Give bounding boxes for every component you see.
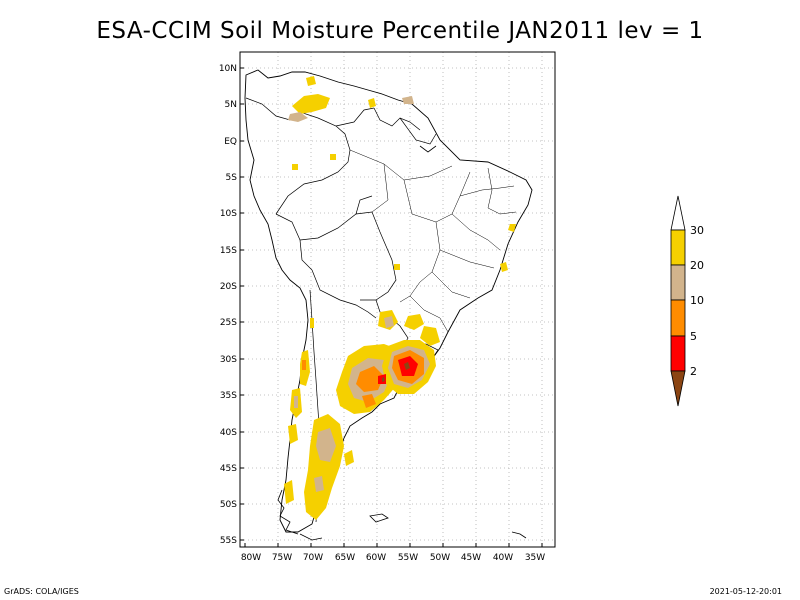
colorbar-label: 10 xyxy=(690,294,704,307)
state-borders xyxy=(349,149,517,333)
longitude-labels: 80W 75W 70W 65W 60W 55W 50W 45W 40W 35W xyxy=(241,553,545,563)
colorbar-segment-2-5 xyxy=(670,335,686,372)
lat-tick-label: 25S xyxy=(220,318,237,328)
lat-tick-label: 55S xyxy=(220,536,237,546)
colorbar-top-arrow xyxy=(670,195,686,231)
lat-tick-label: 40S xyxy=(220,428,237,438)
south-america-coastline xyxy=(244,69,533,533)
lat-tick-label: 30S xyxy=(220,355,237,365)
colorbar-segment-5-10 xyxy=(670,299,686,337)
lon-tick-label: 80W xyxy=(241,553,261,563)
colorbar-label: 2 xyxy=(690,365,697,378)
lon-tick-label: 35W xyxy=(525,553,545,563)
lon-tick-label: 40W xyxy=(493,553,513,563)
map-grid xyxy=(240,52,555,547)
lat-tick-label: 5N xyxy=(225,100,237,110)
lon-tick-label: 70W xyxy=(303,553,323,563)
lon-tick-label: 45W xyxy=(461,553,481,563)
colorbar xyxy=(670,195,686,407)
colorbar-segment-10-20 xyxy=(670,264,686,301)
colorbar-bottom-arrow xyxy=(670,370,686,407)
colorbar-segment-20-30 xyxy=(670,229,686,266)
lon-tick-label: 60W xyxy=(366,553,386,563)
colorbar-label: 20 xyxy=(690,259,704,272)
lat-tick-label: 20S xyxy=(220,282,237,292)
lat-tick-label: 10S xyxy=(220,209,237,219)
colorbar-label: 30 xyxy=(690,224,704,237)
soil-moisture-shading xyxy=(284,76,516,520)
lat-tick-label: EQ xyxy=(224,137,237,147)
lon-tick-label: 50W xyxy=(430,553,450,563)
grads-credit: GrADS: COLA/IGES xyxy=(4,587,79,596)
lat-tick-label: 45S xyxy=(220,464,237,474)
axis-ticks xyxy=(240,67,543,547)
lat-tick-label: 5S xyxy=(226,173,238,183)
lon-tick-label: 55W xyxy=(398,553,418,563)
lon-tick-label: 65W xyxy=(335,553,355,563)
lat-tick-label: 10N xyxy=(219,64,237,74)
country-borders xyxy=(245,97,439,523)
map-frame xyxy=(239,51,556,548)
lat-tick-label: 15S xyxy=(220,246,237,256)
lat-tick-label: 35S xyxy=(220,391,237,401)
lon-tick-label: 75W xyxy=(272,553,292,563)
latitude-labels: 10N 5N EQ 5S 10S 15S 20S 25S 30S 35S 40S… xyxy=(219,64,237,546)
lat-tick-label: 50S xyxy=(220,500,237,510)
colorbar-label: 5 xyxy=(690,330,697,343)
coastal-islands xyxy=(277,145,527,541)
map-title: ESA-CCIM Soil Moisture Percentile JAN201… xyxy=(96,18,704,44)
colorbar-labels: 30 20 10 5 2 xyxy=(690,224,704,378)
timestamp: 2021-05-12-20:01 xyxy=(709,587,782,596)
